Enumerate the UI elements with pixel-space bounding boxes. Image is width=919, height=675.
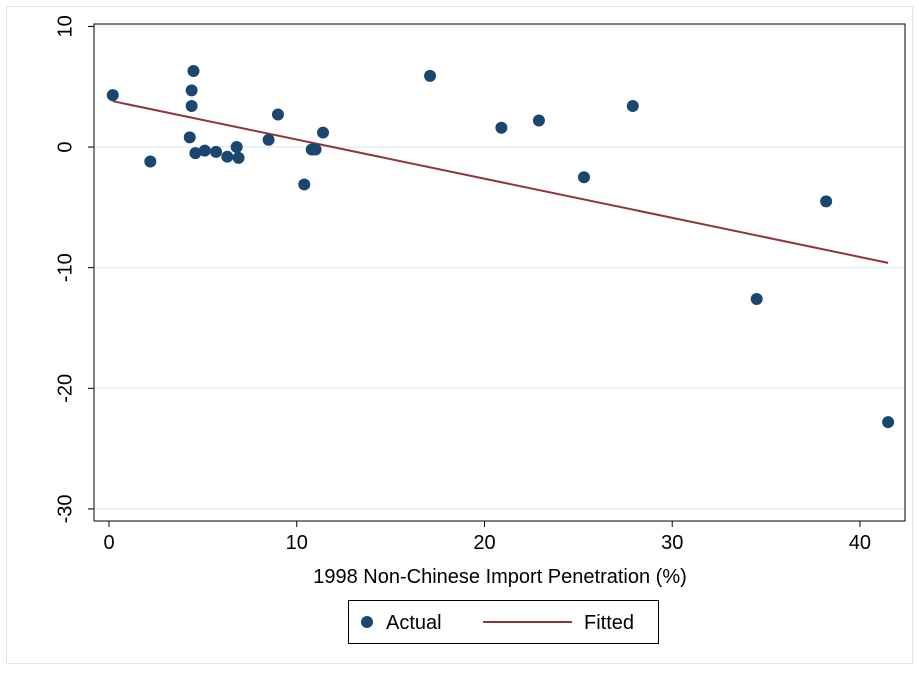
data-point <box>198 144 211 157</box>
data-point <box>298 178 311 191</box>
fitted-line <box>112 100 889 264</box>
data-point <box>232 151 245 164</box>
data-point <box>210 145 223 158</box>
data-point <box>183 131 196 144</box>
data-point <box>271 108 284 121</box>
data-point <box>187 65 200 78</box>
legend-fitted-label: Fitted <box>584 612 634 634</box>
y-tick-label: 10 <box>54 15 76 37</box>
y-tick-label: -30 <box>54 494 76 523</box>
data-point <box>144 155 157 168</box>
data-point <box>230 141 243 154</box>
data-point <box>185 100 198 113</box>
data-point <box>317 126 330 139</box>
data-point <box>577 171 590 184</box>
data-point <box>262 133 275 146</box>
y-tick-label: -20 <box>54 374 76 403</box>
x-tick-label: 30 <box>661 532 683 554</box>
data-point <box>820 195 833 208</box>
x-tick-label: 40 <box>849 532 871 554</box>
data-point <box>221 150 234 163</box>
data-point <box>106 89 119 102</box>
plot-area <box>93 23 906 522</box>
data-point <box>626 100 639 113</box>
data-point <box>189 147 202 160</box>
fitted-line-layer <box>112 100 889 264</box>
data-point <box>185 84 198 97</box>
data-points <box>106 65 895 429</box>
legend-actual-marker <box>361 616 373 628</box>
legend-actual-label: Actual <box>386 612 442 634</box>
y-tick-label: 0 <box>54 141 76 152</box>
x-tick-label: 0 <box>103 532 114 554</box>
data-point <box>495 121 508 134</box>
data-point <box>882 416 895 429</box>
x-tick-label: 10 <box>286 532 308 554</box>
axes: 10 0 -10 -20 -30 0 10 20 30 40 <box>54 15 871 554</box>
x-tick-label: 20 <box>473 532 495 554</box>
legend: Actual Fitted <box>348 600 659 644</box>
x-axis-title: 1998 Non-Chinese Import Penetration (%) <box>313 566 687 588</box>
grid-lines <box>95 25 904 510</box>
data-point <box>309 143 322 156</box>
y-tick-label: -10 <box>54 253 76 282</box>
data-point <box>750 293 763 306</box>
data-point <box>532 114 545 127</box>
data-point <box>424 69 437 82</box>
